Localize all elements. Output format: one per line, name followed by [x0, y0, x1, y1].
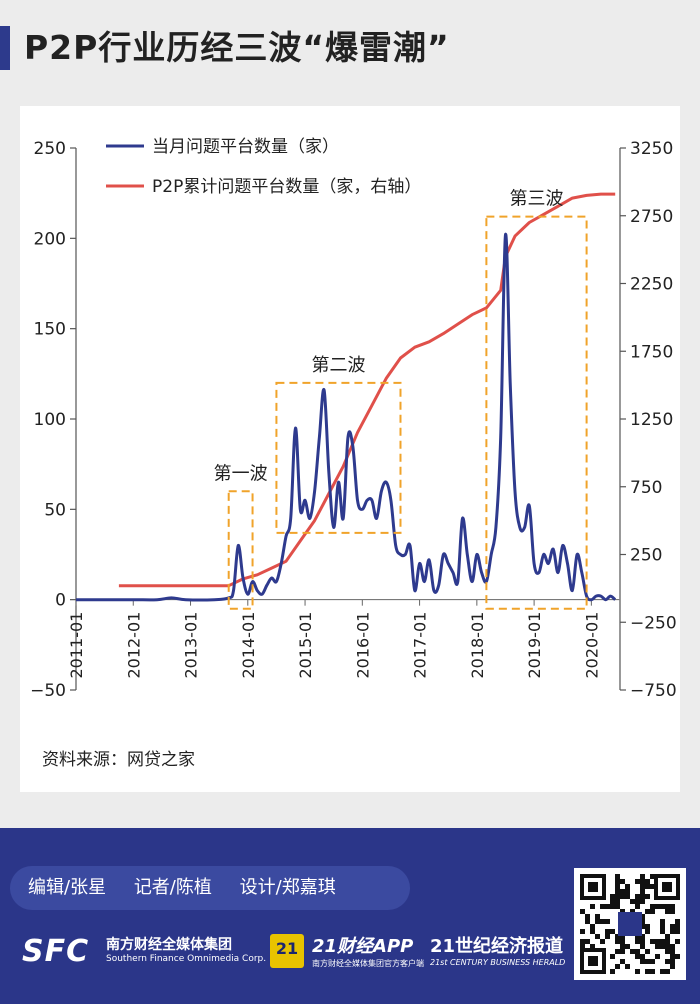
chart-card: 250 200 150 100 50 0 −50 3250 2750 2250 1750 1250 75…: [20, 106, 680, 792]
right-tick-label: 750: [630, 478, 662, 498]
left-tick-label: −50: [30, 681, 66, 701]
cumulative-series-line: [118, 192, 616, 588]
title-accent-bar: [0, 26, 10, 70]
monthly-series-line: [75, 233, 617, 602]
left-tick-label: 50: [44, 500, 66, 520]
sfc-logo: SFC: [22, 934, 90, 969]
right-tick-label: 2750: [630, 207, 673, 227]
x-tick-label: 2011-01: [67, 612, 86, 679]
x-tick-label: 2018-01: [468, 612, 487, 679]
sfc-name-en: Southern Finance Omnimedia Corp.: [106, 954, 267, 964]
x-tick-label: 2015-01: [296, 612, 315, 679]
left-tick-label: 150: [34, 320, 66, 340]
footer: 编辑/张星 记者/陈植 设计/郑嘉琪 SFC 南方财经全媒体集团 Souther…: [0, 828, 700, 1004]
wave-label-3: 第三波: [509, 189, 563, 210]
app-name: 21财经APP: [312, 936, 414, 957]
app-badge-icon: 21: [270, 934, 304, 968]
wave-label-1: 第一波: [214, 463, 268, 484]
app-subtitle: 南方财经全媒体集团官方客户端: [312, 959, 424, 968]
credit-reporter: 记者/陈植: [133, 877, 212, 898]
title-bar: P2P行业历经三波“爆雷潮”: [0, 22, 700, 72]
legend-cumulative-label: P2P累计问题平台数量（家，右轴）: [152, 177, 421, 197]
brand-row: SFC 南方财经全媒体集团 Southern Finance Omnimedia…: [22, 932, 582, 982]
credits-pill: 编辑/张星 记者/陈植 设计/郑嘉琪: [10, 866, 410, 910]
credit-editor: 编辑/张星: [28, 877, 107, 898]
chart-svg: 250 200 150 100 50 0 −50 3250 2750 2250 1750 1250 75…: [30, 137, 677, 701]
wave-box-1: [227, 490, 254, 610]
left-tick-label: 250: [34, 139, 66, 159]
x-tick-label: 2019-01: [525, 612, 544, 679]
x-tick-label: 2012-01: [124, 612, 143, 679]
x-tick-label: 2016-01: [353, 612, 372, 679]
x-tick-label: 2014-01: [239, 612, 258, 679]
right-tick-label: 2250: [630, 275, 673, 295]
right-tick-label: −750: [630, 681, 677, 701]
left-tick-label: 0: [55, 591, 66, 611]
sfc-name-cn: 南方财经全媒体集团: [106, 937, 232, 953]
legend-monthly-label: 当月问题平台数量（家）: [152, 137, 339, 157]
credit-designer: 设计/郑嘉琪: [239, 877, 336, 898]
x-tick-label: 2013-01: [182, 612, 201, 679]
herald-name-cn: 21世纪经济报道: [430, 936, 564, 957]
right-tick-label: 1250: [630, 410, 673, 430]
x-tick-label: 2020-01: [582, 612, 601, 679]
right-tick-label: 250: [630, 546, 662, 566]
herald-name-en: 21st CENTURY BUSINESS HERALD: [430, 958, 566, 967]
right-tick-label: 1750: [630, 342, 673, 362]
wave-box-2: [275, 381, 402, 534]
qr-code-icon[interactable]: [574, 868, 686, 980]
left-tick-label: 100: [34, 410, 66, 430]
left-tick-label: 200: [34, 229, 66, 249]
page-title: P2P行业历经三波“爆雷潮”: [24, 28, 450, 67]
wave-label-2: 第二波: [311, 355, 365, 376]
source-note: 资料来源：网贷之家: [42, 750, 195, 770]
right-tick-label: 3250: [630, 139, 673, 159]
x-tick-label: 2017-01: [411, 612, 430, 679]
right-tick-label: −250: [630, 613, 677, 633]
